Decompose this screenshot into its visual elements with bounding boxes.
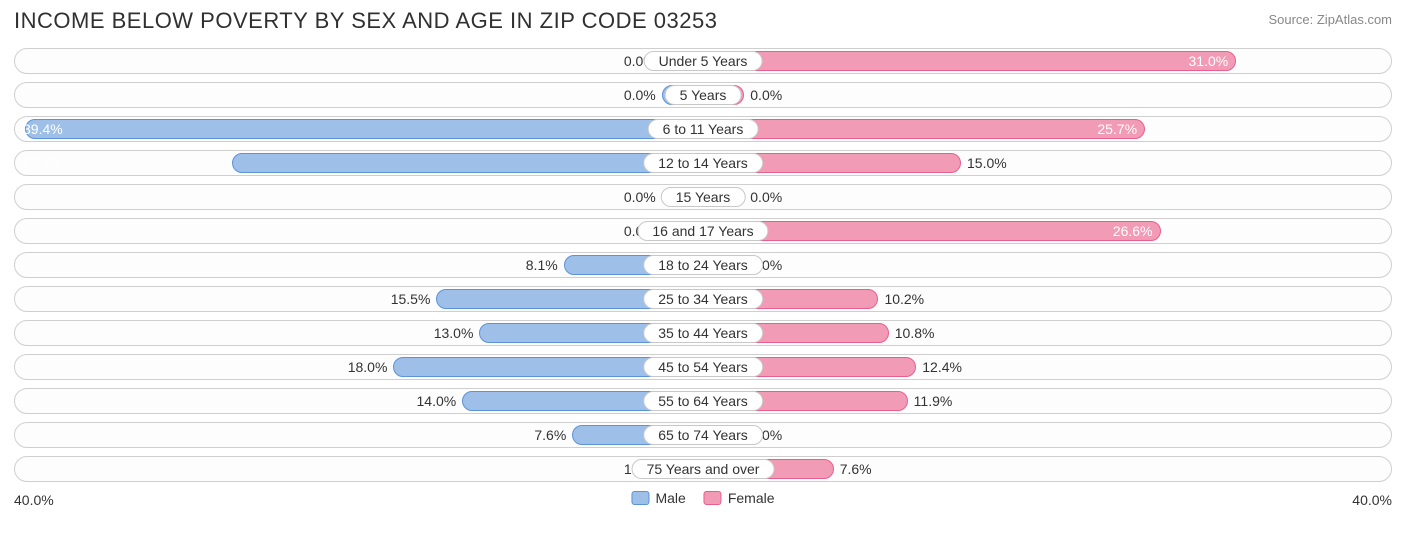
female-value: 0.0% xyxy=(744,83,782,107)
male-value: 14.0% xyxy=(417,389,463,413)
female-value: 7.6% xyxy=(834,457,872,481)
chart-row: 0.0%31.0%Under 5 Years xyxy=(14,48,1392,74)
category-label: 15 Years xyxy=(661,187,746,207)
chart-row: 39.4% 25.7%6 to 11 Years xyxy=(14,116,1392,142)
female-value: 11.9% xyxy=(908,389,953,413)
female-value: 10.8% xyxy=(889,321,935,345)
category-label: 35 to 44 Years xyxy=(643,323,763,343)
category-label: 5 Years xyxy=(665,85,742,105)
female-value: 25.7% xyxy=(703,117,1145,141)
category-label: 12 to 14 Years xyxy=(643,153,763,173)
legend-male-swatch xyxy=(631,491,649,505)
male-value: 27.4% xyxy=(23,151,486,175)
category-label: 18 to 24 Years xyxy=(643,255,763,275)
female-value: 31.0% xyxy=(703,49,1236,73)
female-value: 12.4% xyxy=(916,355,962,379)
chart-title: INCOME BELOW POVERTY BY SEX AND AGE IN Z… xyxy=(14,8,717,34)
chart-source: Source: ZipAtlas.com xyxy=(1268,12,1392,27)
legend-female-label: Female xyxy=(728,490,775,506)
legend-female-swatch xyxy=(704,491,722,505)
category-label: 6 to 11 Years xyxy=(648,119,759,139)
category-label: 16 and 17 Years xyxy=(637,221,768,241)
male-value: 39.4% xyxy=(23,117,693,141)
category-label: 75 Years and over xyxy=(632,459,775,479)
category-label: 65 to 74 Years xyxy=(643,425,763,445)
male-value: 15.5% xyxy=(391,287,437,311)
chart-row: 0.0% 0.0%15 Years xyxy=(14,184,1392,210)
male-value: 0.0% xyxy=(624,185,662,209)
chart-row: 0.0%26.6%16 and 17 Years xyxy=(14,218,1392,244)
category-label: 25 to 34 Years xyxy=(643,289,763,309)
male-value: 13.0% xyxy=(434,321,480,345)
chart-row: 7.6%2.0%65 to 74 Years xyxy=(14,422,1392,448)
category-label: Under 5 Years xyxy=(644,51,763,71)
axis-max-right: 40.0% xyxy=(1352,492,1392,508)
poverty-by-sex-age-chart: INCOME BELOW POVERTY BY SEX AND AGE IN Z… xyxy=(0,0,1406,559)
category-label: 55 to 64 Years xyxy=(643,391,763,411)
chart-footer: 40.0% 40.0% Male Female xyxy=(14,490,1392,518)
male-value: 0.0% xyxy=(624,83,662,107)
chart-row: 1.7%7.6%75 Years and over xyxy=(14,456,1392,482)
male-value: 8.1% xyxy=(526,253,564,277)
female-value: 0.0% xyxy=(744,185,782,209)
chart-row: 13.0% 10.8% 35 to 44 Years xyxy=(14,320,1392,346)
chart-row: 8.1%0.0%18 to 24 Years xyxy=(14,252,1392,278)
legend-male: Male xyxy=(631,490,685,506)
chart-row: 14.0% 11.9% 55 to 64 Years xyxy=(14,388,1392,414)
chart-row: 18.0% 12.4% 45 to 54 Years xyxy=(14,354,1392,380)
chart-rows: 0.0%31.0%Under 5 Years0.0%0.0%5 Years39.… xyxy=(14,48,1392,482)
legend-female: Female xyxy=(704,490,775,506)
chart-header: INCOME BELOW POVERTY BY SEX AND AGE IN Z… xyxy=(14,8,1392,34)
female-value: 15.0% xyxy=(961,151,1007,175)
legend-male-label: Male xyxy=(655,490,685,506)
chart-row: 27.4% 15.0% 12 to 14 Years xyxy=(14,150,1392,176)
female-value: 10.2% xyxy=(878,287,924,311)
male-value: 7.6% xyxy=(534,423,572,447)
axis-max-left: 40.0% xyxy=(14,492,54,508)
chart-row: 0.0% 0.0%5 Years xyxy=(14,82,1392,108)
chart-row: 15.5% 10.2% 25 to 34 Years xyxy=(14,286,1392,312)
legend: Male Female xyxy=(631,490,774,506)
male-value: 18.0% xyxy=(348,355,394,379)
female-value: 26.6% xyxy=(703,219,1161,243)
category-label: 45 to 54 Years xyxy=(643,357,763,377)
